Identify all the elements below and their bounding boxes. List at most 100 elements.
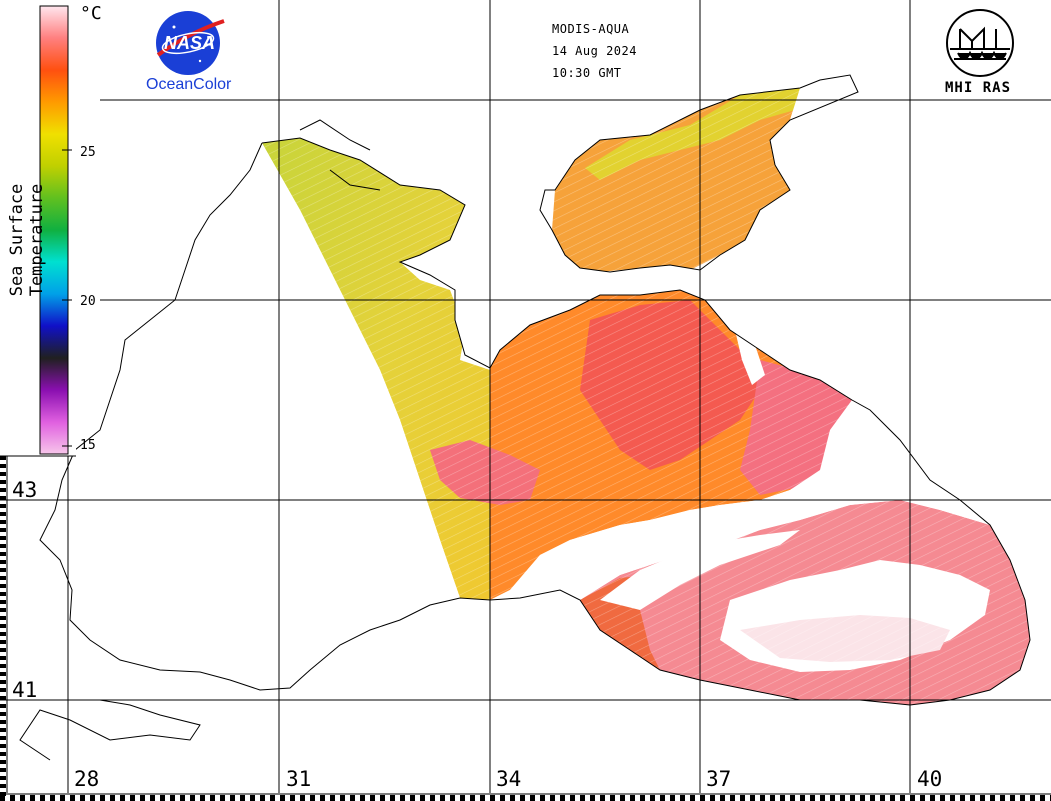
scale-tick [440,795,445,801]
scale-tick [570,795,575,801]
scale-tick [500,795,505,801]
scale-tick [40,795,45,801]
legend-colorbar [0,0,76,457]
scale-tick [730,795,735,801]
scale-tick [280,795,285,801]
coast-north-west [39,137,1031,706]
scale-tick [470,795,475,801]
scale-tick [60,795,65,801]
scale-tick [0,760,6,764]
scale-tick [760,795,765,801]
scale-tick [0,512,6,516]
scale-tick [620,795,625,801]
scale-tick [0,544,6,548]
scale-tick [0,728,6,732]
scale-tick [0,592,6,596]
scale-tick [170,795,175,801]
scale-tick [0,520,6,524]
coast-sw-detail [19,699,201,761]
scale-tick [260,795,265,801]
scale-tick [0,648,6,652]
scale-tick [90,795,95,801]
scale-tick [110,795,115,801]
scale-tick [430,795,435,801]
scale-tick [460,795,465,801]
scale-tick [0,608,6,612]
scale-tick [0,656,6,660]
scale-tick [0,536,6,540]
scale-tick [270,795,275,801]
scale-tick [0,680,6,684]
scale-tick [680,795,685,801]
scale-tick [920,795,925,801]
scale-tick [930,795,935,801]
scale-tick [0,552,6,556]
scale-tick [940,795,945,801]
scale-tick [700,795,705,801]
scale-tick [210,795,215,801]
scale-tick [220,795,225,801]
scale-tick [410,795,415,801]
scale-tick [200,795,205,801]
mhi-logo [946,9,1014,77]
scale-tick [520,795,525,801]
scale-tick [800,795,805,801]
scale-tick [750,795,755,801]
scale-tick [0,795,5,801]
scale-tick [0,488,6,492]
scale-tick [50,795,55,801]
nasa-wordmark: NASA [164,33,216,53]
scale-tick [0,528,6,532]
scale-tick [510,795,515,801]
scale-tick [890,795,895,801]
scale-tick [310,795,315,801]
scale-tick [160,795,165,801]
scale-tick [1020,795,1025,801]
scale-tick [860,795,865,801]
land-north [0,0,1051,368]
scale-tick [0,744,6,748]
scale-tick [0,616,6,620]
lon-label-28: 28 [74,767,100,791]
lon-label-40: 40 [917,767,943,791]
scale-tick [0,480,6,484]
coast-azov [539,74,859,273]
scale-tick [400,795,405,801]
scale-tick [0,720,6,724]
scale-tick [0,768,6,772]
scale-tick [250,795,255,801]
scale-tick [670,795,675,801]
scale-tick [120,795,125,801]
scale-tick [0,688,6,692]
scale-tick [0,792,6,796]
scale-tick [580,795,585,801]
bottom-scale [0,793,1051,801]
scale-tick [0,600,6,604]
scale-tick [320,795,325,801]
scale-tick [830,795,835,801]
scale-tick [960,795,965,801]
scale-tick [0,776,6,780]
scale-tick [650,795,655,801]
lat-label-41: 41 [12,678,38,702]
scale-tick [880,795,885,801]
scale-tick [0,736,6,740]
scale-tick [780,795,785,801]
legend-tick-20: 20 [80,294,96,309]
scale-tick [590,795,595,801]
scale-tick [710,795,715,801]
colorbar [39,5,69,455]
mhi-ras-label: MHI RAS [945,80,1012,96]
scale-tick [30,795,35,801]
scale-tick [790,795,795,801]
scale-tick [80,795,85,801]
scale-tick [340,795,345,801]
land-west [0,143,1051,801]
nasa-logo [156,11,225,75]
scale-tick [360,795,365,801]
scale-tick [1040,795,1045,801]
lon-label-37: 37 [706,767,732,791]
scale-tick [420,795,425,801]
scale-tick [560,795,565,801]
